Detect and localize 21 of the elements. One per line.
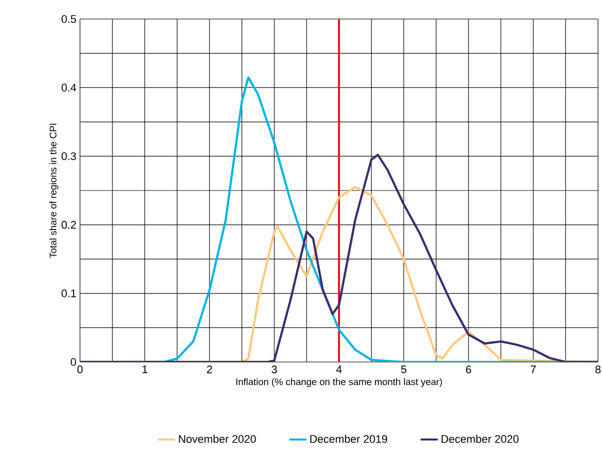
x-tick-label: 6 <box>466 366 472 374</box>
x-tick-label: 5 <box>401 366 406 374</box>
x-tick-label: 0 <box>77 366 83 374</box>
y-axis-title: Total share of regions in the CPI <box>49 124 58 258</box>
x-axis-title: Inflation (% change on the same month last year) <box>236 378 442 388</box>
x-tick-label: 4 <box>336 366 342 374</box>
x-tick-label: 1 <box>142 366 148 374</box>
x-tick-label: 2 <box>206 366 212 374</box>
y-tick-label: 0.3 <box>62 152 76 160</box>
y-tick-label: 0.2 <box>62 220 76 229</box>
x-tick-label: 8 <box>595 366 601 374</box>
y-tick-label: 0.1 <box>62 290 76 298</box>
x-tick-label: 7 <box>530 366 536 374</box>
y-tick-label: 0.4 <box>62 84 76 92</box>
y-tick-label: 0 <box>70 358 76 366</box>
legend-label: December 2020 <box>442 434 519 443</box>
x-tick-label: 3 <box>272 366 277 374</box>
y-tick-label: 0.5 <box>62 15 76 23</box>
legend-label: November 2020 <box>178 434 256 443</box>
line-series <box>80 154 598 362</box>
legend-label: December 2019 <box>310 434 388 443</box>
